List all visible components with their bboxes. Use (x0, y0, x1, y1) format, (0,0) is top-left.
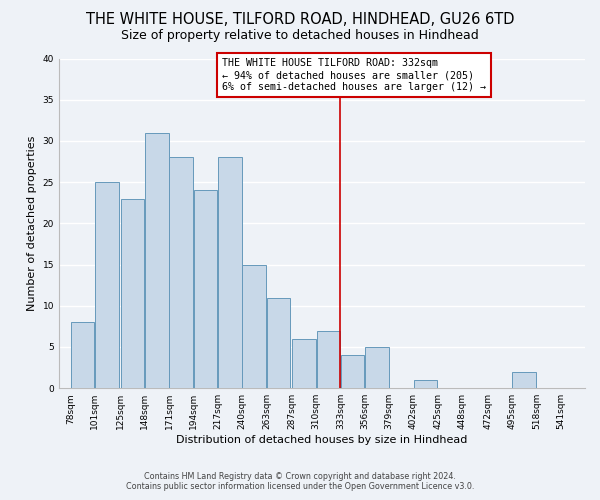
Text: Contains HM Land Registry data © Crown copyright and database right 2024.
Contai: Contains HM Land Registry data © Crown c… (126, 472, 474, 491)
Bar (317, 330, 340, 388)
Bar (95, 182, 119, 388)
Bar (267, 298, 290, 388)
Bar (414, 380, 437, 388)
Bar (169, 158, 193, 388)
Text: Size of property relative to detached houses in Hindhead: Size of property relative to detached ho… (121, 29, 479, 42)
Bar (218, 158, 242, 388)
Bar (292, 339, 316, 388)
Bar (71, 322, 94, 388)
Bar (512, 372, 536, 388)
Bar (242, 264, 266, 388)
Bar (194, 190, 217, 388)
Bar (145, 132, 169, 388)
Bar (365, 347, 389, 388)
Y-axis label: Number of detached properties: Number of detached properties (27, 136, 37, 311)
Text: THE WHITE HOUSE TILFORD ROAD: 332sqm
← 94% of detached houses are smaller (205)
: THE WHITE HOUSE TILFORD ROAD: 332sqm ← 9… (222, 58, 486, 92)
Bar (341, 355, 364, 388)
Bar (121, 198, 144, 388)
Text: THE WHITE HOUSE, TILFORD ROAD, HINDHEAD, GU26 6TD: THE WHITE HOUSE, TILFORD ROAD, HINDHEAD,… (86, 12, 514, 26)
X-axis label: Distribution of detached houses by size in Hindhead: Distribution of detached houses by size … (176, 435, 467, 445)
